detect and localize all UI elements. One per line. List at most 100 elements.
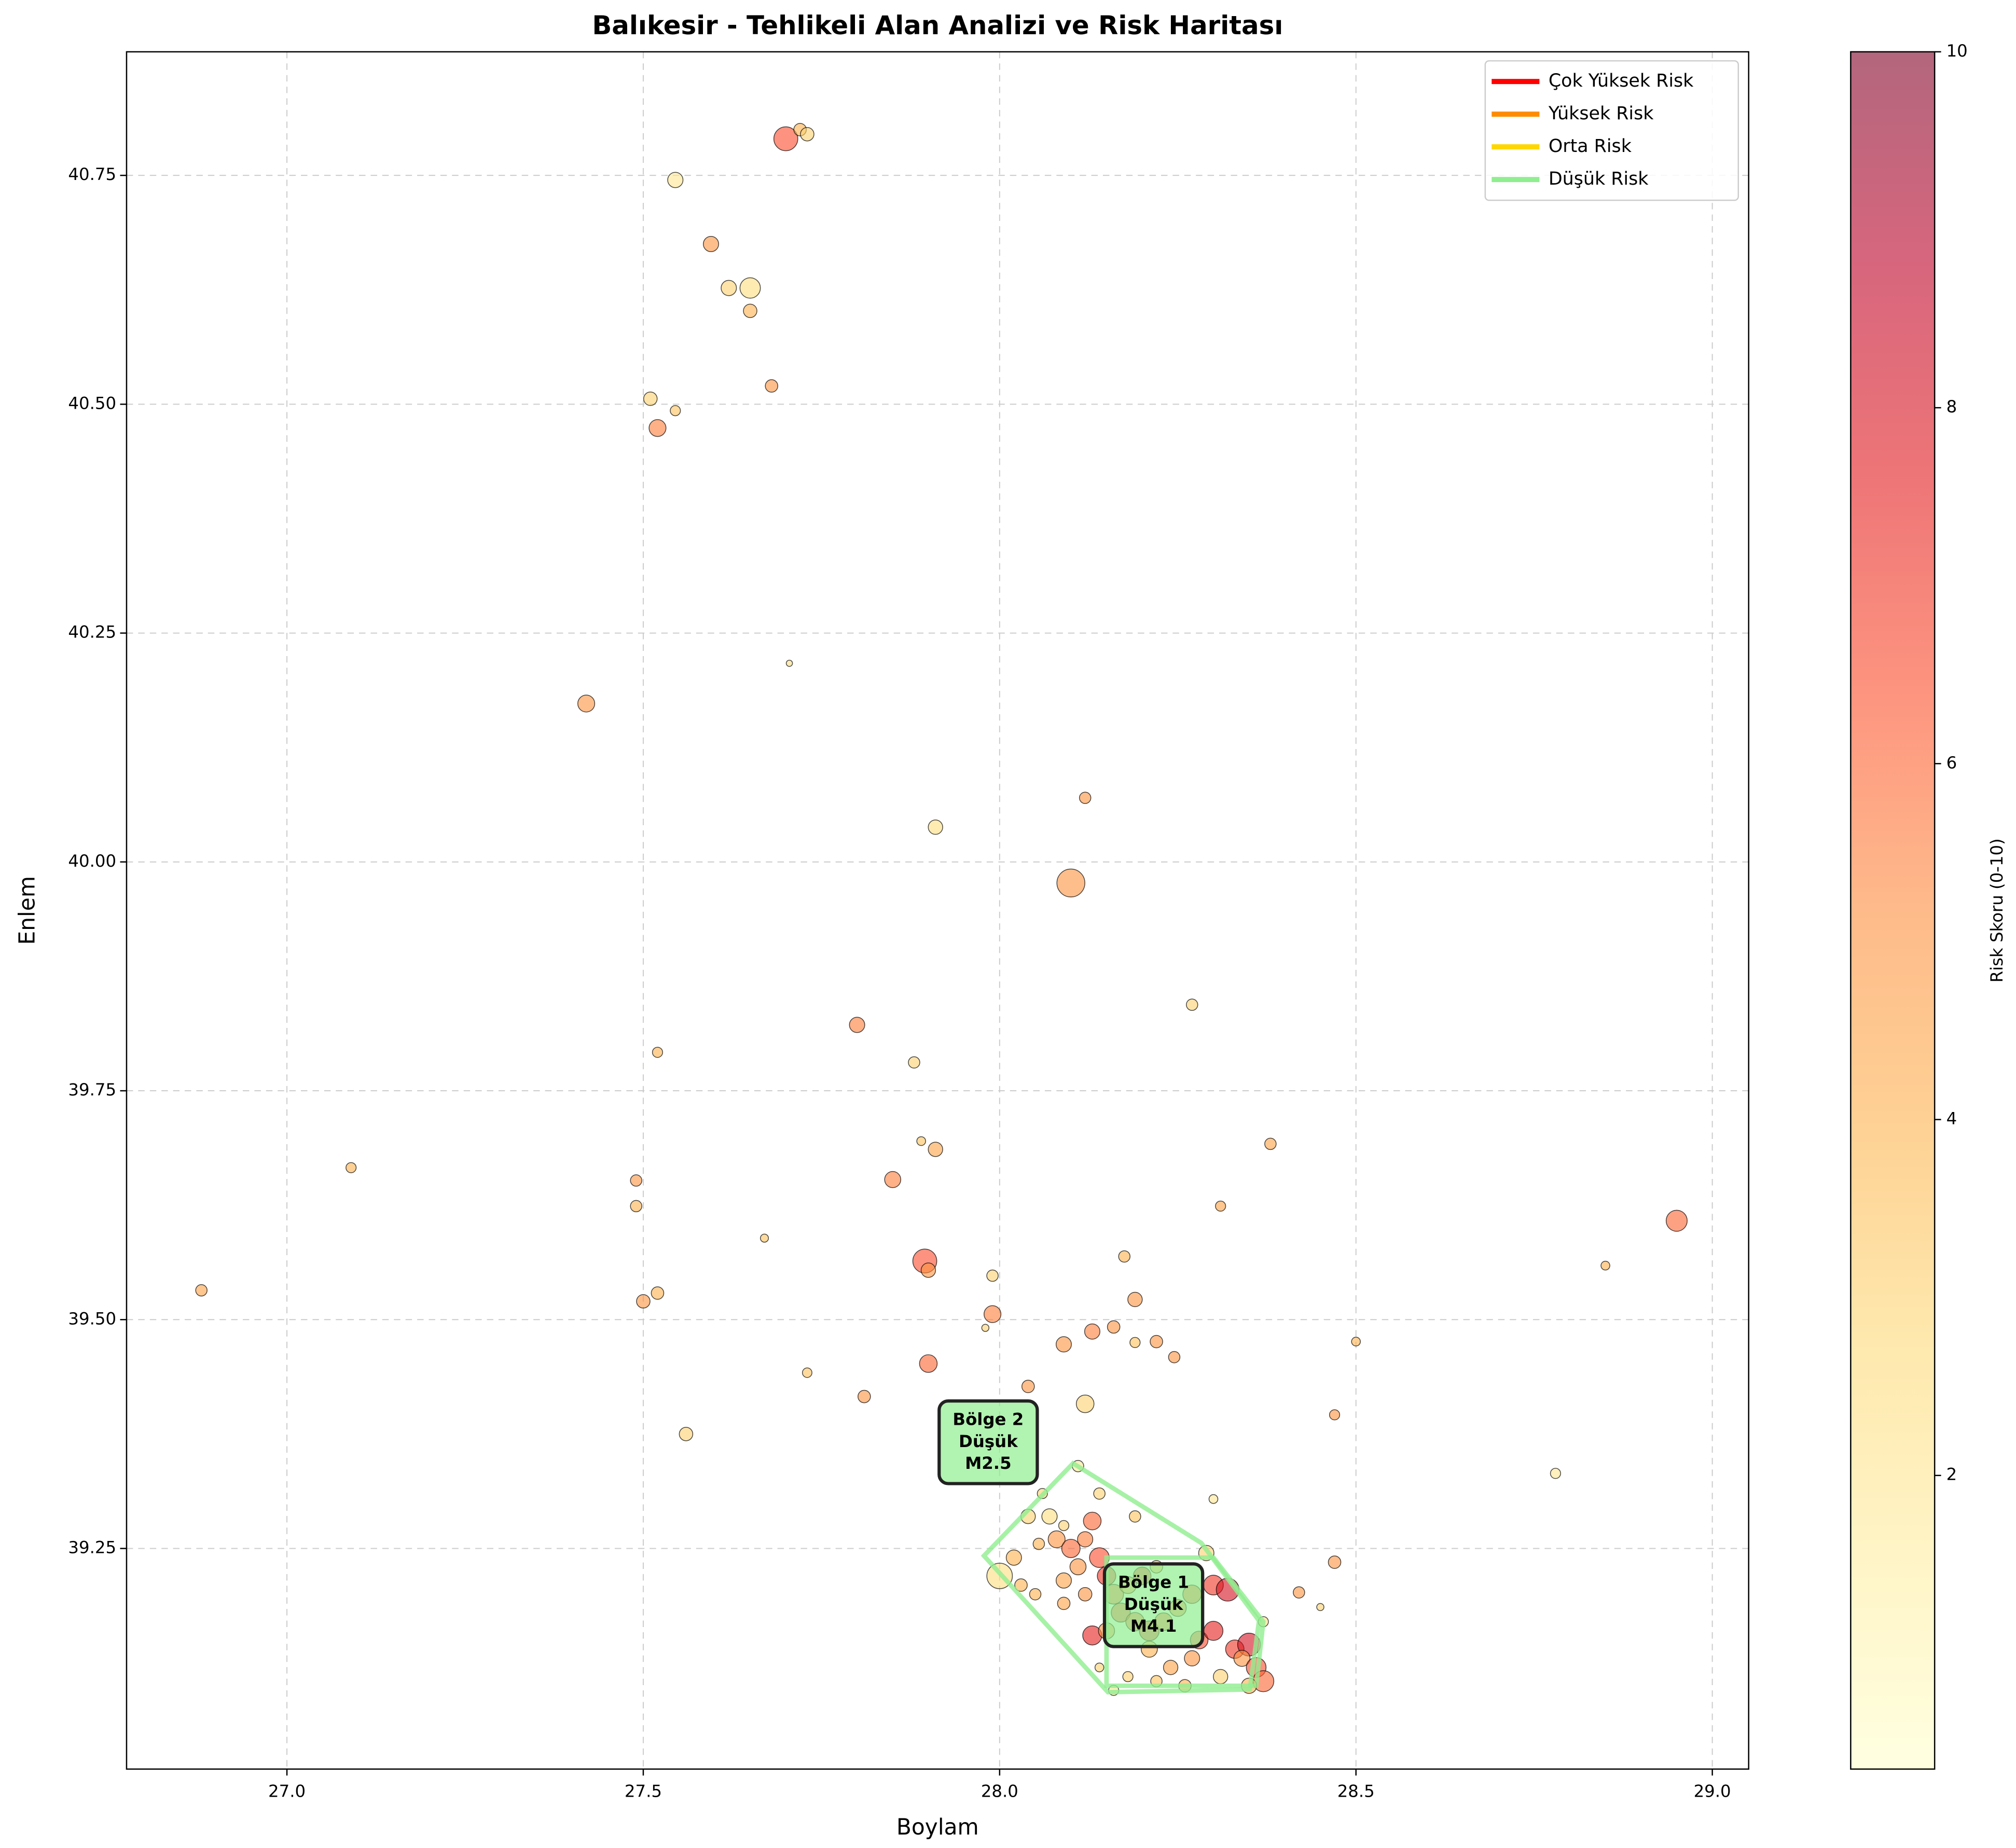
point <box>858 1390 871 1404</box>
point <box>1079 791 1092 804</box>
point <box>800 127 814 142</box>
point <box>1550 1468 1561 1479</box>
point <box>667 172 684 188</box>
point <box>1094 1662 1104 1673</box>
point <box>765 379 779 393</box>
point <box>802 1367 812 1378</box>
point <box>721 280 737 296</box>
point <box>1041 1508 1058 1525</box>
zone-hull <box>1104 1555 1266 1688</box>
point <box>195 1284 208 1297</box>
point <box>346 1162 357 1173</box>
point <box>1107 1320 1121 1334</box>
point <box>1233 1649 1251 1667</box>
zone-label: M4.1 <box>1130 1616 1177 1636</box>
point <box>1184 1650 1200 1666</box>
point <box>773 126 798 151</box>
point <box>986 1269 999 1282</box>
legend-box <box>1484 60 1739 201</box>
colorbar-tick-label: 8 <box>1946 397 1957 416</box>
x-tick-label: 28.0 <box>981 1782 1018 1801</box>
point <box>984 1305 1002 1323</box>
zone-label-box <box>937 1399 1039 1485</box>
point <box>1150 1335 1163 1349</box>
point <box>1316 1603 1324 1611</box>
point <box>1093 1487 1106 1500</box>
colorbar-tick-label: 10 <box>1946 41 1968 61</box>
point <box>1665 1210 1688 1232</box>
point <box>1163 1660 1179 1675</box>
point <box>1203 1621 1224 1641</box>
x-tick-label: 27.5 <box>625 1782 662 1801</box>
point <box>1077 1531 1094 1548</box>
legend-label: Orta Risk <box>1549 136 1632 157</box>
point <box>1057 1596 1071 1610</box>
point <box>630 1174 642 1187</box>
point <box>916 1136 926 1146</box>
point <box>1083 1511 1102 1531</box>
zone-label: Bölge 1 <box>1118 1573 1189 1592</box>
point <box>577 694 596 713</box>
legend-label: Yüksek Risk <box>1548 103 1654 124</box>
point <box>1208 1494 1219 1504</box>
y-tick-label: 39.50 <box>68 1309 116 1328</box>
y-tick-label: 40.50 <box>68 393 116 413</box>
legend-label: Çok Yüksek Risk <box>1549 71 1694 91</box>
legend-label: Düşük Risk <box>1549 169 1649 189</box>
y-tick-label: 40.00 <box>68 851 116 871</box>
point <box>1058 1520 1070 1531</box>
point <box>1328 1555 1342 1569</box>
plot-frame <box>126 51 1749 1770</box>
point <box>1129 1337 1141 1348</box>
x-tick-label: 28.5 <box>1337 1782 1375 1801</box>
point <box>1129 1510 1141 1523</box>
point <box>1084 1323 1100 1340</box>
colorbar-tick-label: 4 <box>1946 1109 1957 1129</box>
point <box>919 1354 938 1373</box>
point <box>785 660 793 667</box>
point <box>670 405 681 416</box>
zone-label: Bölge 2 <box>952 1409 1024 1429</box>
point <box>1213 1669 1228 1685</box>
zone-label: M2.5 <box>965 1453 1012 1473</box>
point <box>702 236 719 253</box>
point <box>1168 1351 1181 1364</box>
point <box>679 1427 694 1441</box>
point <box>1005 1549 1022 1566</box>
point <box>1014 1578 1028 1592</box>
point <box>760 1233 769 1243</box>
x-axis-label: Boylam <box>896 1814 979 1840</box>
point <box>849 1017 865 1033</box>
point <box>908 1056 920 1069</box>
point <box>928 819 943 835</box>
point <box>1078 1587 1093 1602</box>
y-tick-label: 40.75 <box>68 164 116 184</box>
point <box>1215 1200 1226 1212</box>
point <box>1021 1380 1035 1393</box>
x-tick-label: 27.0 <box>268 1782 306 1801</box>
point <box>1075 1394 1095 1413</box>
point <box>1056 868 1085 898</box>
point <box>1055 1572 1072 1589</box>
colorbar <box>1850 51 1936 1770</box>
point <box>920 1262 936 1278</box>
point <box>1127 1291 1143 1308</box>
zone-label-box <box>1102 1562 1205 1648</box>
zone-label: Düşük <box>1124 1594 1184 1614</box>
point <box>1061 1539 1081 1558</box>
point <box>1600 1260 1610 1271</box>
point <box>743 303 757 318</box>
point <box>981 1324 990 1332</box>
point <box>1118 1250 1131 1263</box>
point <box>1069 1558 1087 1576</box>
point <box>739 277 761 299</box>
point <box>630 1200 642 1213</box>
colorbar-label: Risk Skoru (0-10) <box>1987 838 2007 982</box>
point <box>652 1047 664 1058</box>
point <box>651 1286 665 1300</box>
point <box>1122 1671 1134 1683</box>
point <box>1032 1537 1045 1550</box>
x-tick-label: 29.0 <box>1694 1782 1731 1801</box>
point <box>884 1171 902 1188</box>
